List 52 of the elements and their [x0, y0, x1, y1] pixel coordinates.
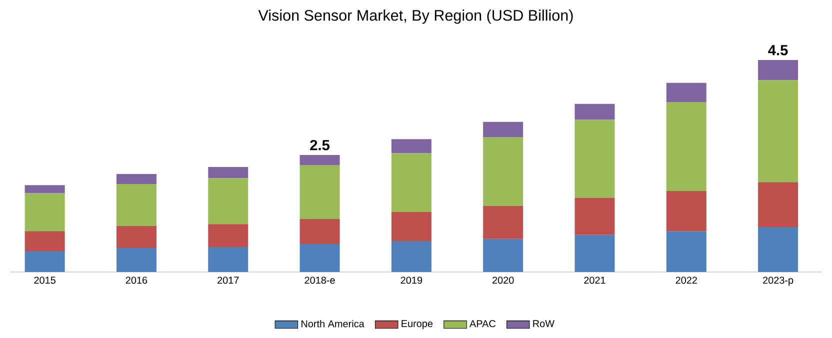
bar — [666, 231, 706, 272]
bar — [116, 226, 156, 248]
bar — [483, 122, 524, 137]
bar — [666, 102, 706, 192]
bar — [666, 191, 706, 232]
bar — [758, 227, 798, 272]
bar — [116, 248, 156, 272]
legend-label: APAC — [470, 320, 496, 328]
legend-label: Europe — [402, 320, 433, 330]
bar — [24, 193, 65, 232]
x-tick-label: 2018-e — [304, 276, 335, 284]
x-tick-label: 2020 — [492, 276, 514, 284]
legend-label: RoW — [533, 320, 554, 328]
bar — [483, 238, 524, 272]
bar — [300, 164, 340, 219]
bar — [300, 154, 340, 165]
x-tick-label: 2023-p — [763, 276, 794, 286]
bar — [24, 251, 65, 272]
bar — [483, 136, 524, 206]
legend-label: North America — [302, 320, 364, 328]
bar — [391, 153, 432, 212]
bar — [574, 120, 615, 198]
x-tick-label: 2017 — [218, 276, 239, 284]
bar — [208, 167, 248, 178]
bar — [116, 174, 156, 184]
x-tick-label: 2019 — [400, 276, 422, 284]
bar — [24, 185, 65, 194]
bar — [483, 206, 524, 239]
bar — [208, 246, 248, 272]
bar — [574, 198, 615, 235]
bar — [758, 80, 798, 182]
x-tick-label: 2021 — [584, 276, 606, 284]
bar — [391, 139, 432, 154]
chart-title: Vision Sensor Market, By Region (USD Billion) — [258, 10, 573, 24]
bar — [391, 212, 432, 242]
annotation: 2.5 — [310, 140, 330, 150]
bar — [24, 231, 65, 252]
bar — [758, 182, 798, 228]
x-tick-label: 2016 — [126, 276, 148, 284]
bar — [758, 60, 798, 80]
x-tick-label: 2022 — [676, 276, 697, 284]
bar — [666, 82, 706, 102]
bar — [208, 224, 248, 247]
bar — [574, 104, 615, 120]
bar — [116, 184, 156, 226]
bar — [391, 241, 432, 272]
annotation: 4.5 — [768, 45, 788, 56]
bar — [300, 244, 340, 272]
bar — [574, 234, 615, 272]
x-tick-label: 2015 — [34, 276, 56, 284]
bar — [208, 178, 248, 224]
bar — [300, 219, 340, 244]
